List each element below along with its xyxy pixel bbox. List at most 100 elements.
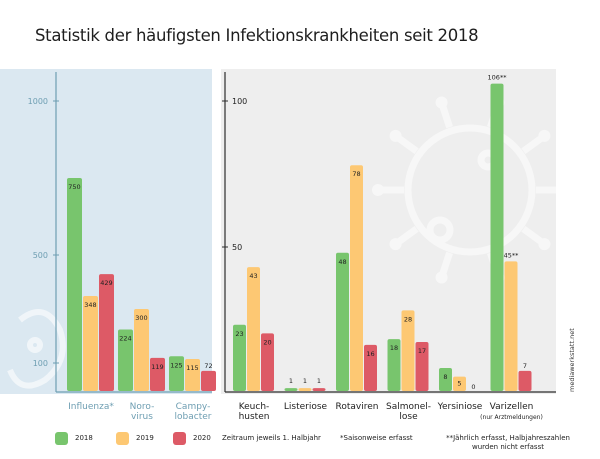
category-label: Listeriose <box>284 402 328 412</box>
virus-spike-tip <box>435 96 448 109</box>
virus-spike-tip <box>538 129 551 142</box>
bar-2020 <box>261 333 274 391</box>
bar-2018 <box>439 367 452 391</box>
bar-2019 <box>453 376 466 391</box>
bacteria-spot <box>27 337 43 353</box>
note-yearly-line2: wurden nicht erfasst <box>472 443 544 451</box>
bar-value-label: 125 <box>170 361 182 369</box>
bar-2020 <box>415 342 429 391</box>
bar-value-label: 348 <box>84 301 96 309</box>
bar-value-label: 45** <box>504 251 520 259</box>
category-label: virus <box>131 412 153 422</box>
credit-text: mediawerkstatt.net <box>568 328 576 392</box>
legend-label-2019: 2019 <box>136 434 154 442</box>
bar-2018 <box>387 339 401 391</box>
category-label: Noro- <box>130 402 155 412</box>
legend-swatch-2020 <box>173 432 186 445</box>
category-label: Keuch- <box>239 402 270 412</box>
y-tick-label: 50 <box>232 243 242 252</box>
bar-value-label: 78 <box>352 170 360 178</box>
bar-2018 <box>67 178 82 391</box>
bar-2020 <box>99 274 114 391</box>
bar-value-label: 1 <box>303 377 307 385</box>
bar-value-label: 20 <box>263 338 271 346</box>
legend-swatch-2018 <box>55 432 68 445</box>
category-label: Influenza* <box>68 402 114 412</box>
bar-value-label: 17 <box>418 347 426 355</box>
bar-value-label: 16 <box>366 350 374 358</box>
y-tick-label: 1000 <box>28 97 48 106</box>
category-label: lose <box>399 412 418 422</box>
bar-2019 <box>134 309 149 391</box>
bar-value-label: 8 <box>443 373 447 381</box>
bar-value-label: 1 <box>289 377 293 385</box>
bar-value-label: 1 <box>317 377 321 385</box>
bar-2018 <box>284 388 298 391</box>
category-label: husten <box>239 412 270 422</box>
bar-2019 <box>298 388 312 391</box>
legend-swatch-2019 <box>116 432 129 445</box>
bar-value-label: 48 <box>338 258 346 266</box>
note-yearly-line1: **Jährlich erfasst, Halbjahreszahlen <box>446 434 570 442</box>
bar-value-label: 43 <box>249 272 257 280</box>
chart-title: Statistik der häufigsten Infektionskrank… <box>35 26 479 45</box>
bar-value-label: 224 <box>119 335 131 343</box>
y-tick-label: 100 <box>232 97 247 106</box>
virus-spike-tip <box>389 238 402 251</box>
category-label: Rotaviren <box>336 402 379 412</box>
bar-value-label: 23 <box>235 330 243 338</box>
bar-2020 <box>518 370 532 391</box>
bar-value-label: 106** <box>488 74 508 82</box>
bar-2018 <box>336 252 349 391</box>
bar-2018 <box>233 324 246 391</box>
bar-2020 <box>364 344 377 391</box>
bacteria-decoration <box>7 309 66 389</box>
bar-2019 <box>350 165 363 391</box>
category-label: (nur Arztmeldungen) <box>480 414 543 421</box>
virus-spike-tip <box>538 238 551 251</box>
bar-value-label: 115 <box>186 364 198 372</box>
bar-value-label: 119 <box>151 363 163 371</box>
note-seasonal: *Saisonweise erfasst <box>340 434 413 442</box>
legend-label-2018: 2018 <box>75 434 93 442</box>
virus-spot <box>426 216 454 244</box>
bar-2019 <box>83 296 98 391</box>
category-label: Yersiniose <box>437 402 483 412</box>
bar-value-label: 300 <box>135 314 147 322</box>
virus-spike-tip <box>435 271 448 284</box>
bar-value-label: 7 <box>523 362 527 370</box>
bar-2019 <box>185 358 200 391</box>
bar-value-label: 72 <box>204 362 212 370</box>
bar-2018 <box>118 329 133 391</box>
legend-period-note: Zeitraum jeweils 1. Halbjahr <box>222 434 321 442</box>
legend-label-2020: 2020 <box>193 434 211 442</box>
bar-value-label: 18 <box>390 344 398 352</box>
virus-spike-tip <box>372 184 384 196</box>
bar-value-label: 750 <box>68 183 80 191</box>
bar-2018 <box>490 83 504 391</box>
bacteria-shape <box>7 309 66 389</box>
category-label: Campy- <box>176 402 211 412</box>
bar-value-label: 5 <box>457 380 461 388</box>
bar-value-label: 0 <box>471 383 475 391</box>
category-label: Varizellen <box>490 402 534 412</box>
bar-2020 <box>312 388 326 391</box>
category-label: Salmonel- <box>386 402 431 412</box>
y-tick-label: 100 <box>33 359 48 368</box>
y-tick-label: 500 <box>33 251 48 260</box>
category-label: lobacter <box>175 412 212 422</box>
bar-2020 <box>150 357 165 391</box>
bar-value-label: 28 <box>404 315 412 323</box>
bar-2019 <box>247 267 260 391</box>
bar-2019 <box>401 310 415 391</box>
left-panel: 100 500 1000 750 348 429 Influenza* 224 300 119 No… <box>28 72 216 422</box>
bar-2018 <box>169 356 184 391</box>
virus-body <box>404 124 536 256</box>
bar-2019 <box>504 261 518 391</box>
virus-spike-tip <box>389 129 402 142</box>
bar-value-label: 429 <box>100 279 112 287</box>
virus-spike-tip <box>556 184 568 196</box>
